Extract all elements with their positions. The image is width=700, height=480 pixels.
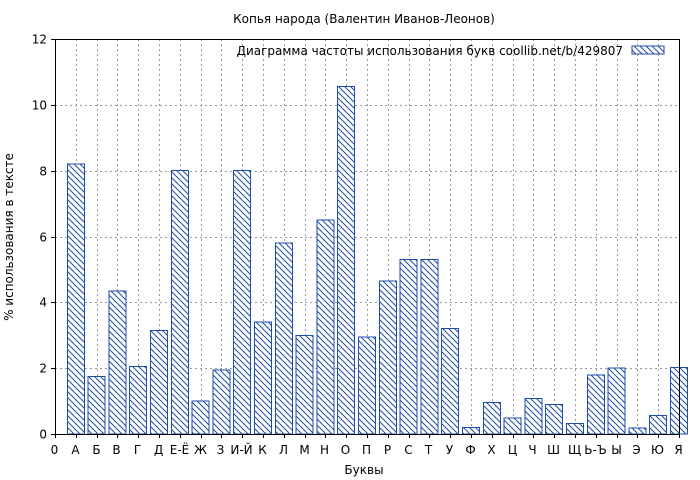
bar-14 [337, 86, 356, 435]
bar-1 [66, 163, 85, 435]
bar-10 [254, 321, 272, 435]
bar-22 [503, 417, 522, 435]
x-tick-label: У [446, 443, 454, 457]
x-tick-label: Ь-Ъ [584, 443, 607, 457]
bar-8 [212, 369, 231, 435]
legend: Диаграмма частоты использования букв coo… [237, 44, 665, 58]
bar-18 [420, 259, 439, 435]
x-tick-label: П [362, 443, 371, 457]
bar-3 [108, 290, 127, 435]
bar-4 [129, 366, 148, 435]
bar-15 [358, 336, 376, 435]
bar-series [66, 86, 688, 435]
bar-25 [566, 423, 584, 435]
x-tick-label: О [341, 443, 350, 457]
bar-24 [545, 403, 564, 435]
x-tick-label: Д [154, 443, 163, 457]
bar-27 [607, 367, 626, 435]
bar-12 [295, 334, 314, 435]
x-tick-label: Ф [465, 443, 475, 457]
y-tick-label: 2 [39, 362, 47, 376]
bar-28 [628, 427, 647, 435]
y-tick-label: 12 [32, 33, 47, 47]
bar-7 [191, 400, 210, 435]
x-tick-label: И-Й [230, 442, 252, 457]
y-tick-label: 10 [32, 99, 47, 113]
bar-16 [378, 280, 397, 435]
bar-20 [462, 426, 480, 435]
y-tick-label: 0 [39, 428, 47, 442]
x-tick-label: Ш [547, 443, 560, 457]
y-tick-label: 8 [39, 165, 47, 179]
x-tick-label: Я [674, 443, 682, 457]
x-tick-label: Л [279, 443, 288, 457]
x-axis-label: Буквы [344, 463, 383, 477]
legend-label: Диаграмма частоты использования букв coo… [237, 44, 623, 58]
x-tick-label: Ж [194, 443, 207, 457]
x-tick-label: М [299, 443, 309, 457]
x-tick-label: Ю [651, 443, 664, 457]
bar-29 [649, 415, 668, 435]
x-tick-label: Н [320, 443, 329, 457]
x-tick-label: Щ [568, 443, 581, 457]
bar-23 [524, 397, 543, 435]
y-axis-label: % использования в тексте [2, 153, 16, 321]
bar-13 [316, 219, 335, 435]
y-tick-label: 4 [39, 296, 47, 310]
x-tick-label: Р [384, 443, 391, 457]
bar-17 [399, 259, 418, 435]
x-tick-label: Г [134, 443, 141, 457]
y-tick-label: 6 [39, 231, 47, 245]
x-tick-label: Ц [508, 443, 517, 457]
x-tick-label: В [112, 443, 120, 457]
bar-2 [87, 375, 106, 435]
x-tick-label: Х [487, 443, 495, 457]
chart-title: Копья народа (Валентин Иванов-Леонов) [233, 12, 495, 26]
bar-19 [441, 328, 460, 435]
axes [51, 39, 680, 438]
x-tick-label: Э [632, 443, 640, 457]
x-tick-label: А [71, 443, 80, 457]
x-tick-label: Ы [611, 443, 622, 457]
x-tick-label: З [217, 443, 225, 457]
legend-swatch [631, 45, 665, 55]
x-tick-label: Е-Ё [170, 442, 190, 457]
x-tick-label: Т [424, 443, 433, 457]
bar-5 [150, 329, 168, 435]
x-tick-label: К [258, 443, 267, 457]
x-tick-label: Ч [528, 443, 536, 457]
bar-26 [586, 374, 605, 435]
bar-9 [233, 170, 252, 435]
x-tick-label: С [404, 443, 412, 457]
x-tick-label: Б [92, 443, 100, 457]
bar-6 [170, 170, 189, 435]
x-tick-label: 0 [51, 443, 59, 457]
bar-11 [274, 242, 293, 435]
bar-21 [482, 402, 501, 435]
